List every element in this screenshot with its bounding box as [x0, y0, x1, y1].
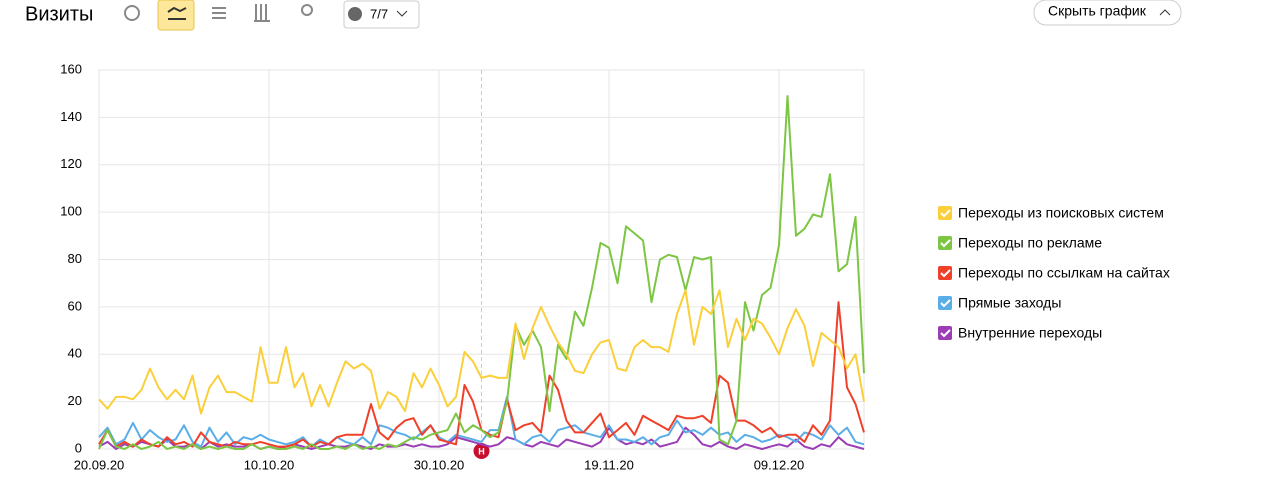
- y-tick-label: 60: [68, 298, 82, 313]
- y-tick-label: 140: [60, 109, 82, 124]
- x-tick-label: 10.10.20: [244, 457, 295, 472]
- legend-label: Внутренние переходы: [958, 325, 1102, 341]
- legend-label: Переходы по ссылкам на сайтах: [958, 265, 1170, 281]
- legend-item[interactable]: Прямые заходы: [938, 295, 1061, 311]
- legend-checkbox: [938, 236, 952, 250]
- line-icon-active[interactable]: [157, 0, 195, 31]
- legend-check: [940, 209, 951, 218]
- series-line: [98, 426, 865, 450]
- y-tick-label: 160: [60, 61, 82, 76]
- y-tick-label: 0: [75, 440, 82, 455]
- filter-label: 7/7: [370, 6, 388, 21]
- annotation-marker: [473, 443, 490, 459]
- legend-checkbox: [938, 296, 952, 310]
- legend-check: [940, 269, 951, 278]
- comment-icon: [348, 7, 362, 21]
- y-tick-label: 40: [68, 346, 82, 361]
- legend-checkbox: [938, 206, 952, 220]
- legend-check: [940, 329, 951, 338]
- chevron: [396, 10, 408, 17]
- legend-checkbox: [938, 326, 952, 340]
- series-line: [98, 95, 865, 450]
- filter-dropdown[interactable]: [343, 0, 420, 29]
- legend-label: Переходы из поисковых систем: [958, 205, 1164, 221]
- line-icon: [167, 6, 187, 20]
- legend-item[interactable]: Переходы по рекламе: [938, 235, 1102, 251]
- title: Визиты: [25, 3, 93, 25]
- pie-icon[interactable]: [124, 5, 140, 21]
- y-tick-label: 20: [68, 393, 82, 408]
- x-tick-label: 20.09.20: [74, 457, 125, 472]
- hide-chart-button[interactable]: [1033, 0, 1182, 26]
- x-tick-label: 19.11.20: [584, 457, 634, 472]
- chevron-up: [1159, 9, 1171, 16]
- x-tick-label: 09.12.20: [754, 457, 805, 472]
- map-icon[interactable]: [301, 4, 313, 16]
- y-tick-label: 100: [60, 204, 82, 219]
- legend-check: [940, 299, 951, 308]
- series-line: [98, 289, 865, 415]
- bar-icon[interactable]: [254, 4, 270, 22]
- legend-label: Прямые заходы: [958, 295, 1061, 311]
- series-line: [98, 395, 865, 448]
- x-tick-label: 30.10.20: [414, 457, 465, 472]
- y-tick-label: 80: [68, 251, 82, 266]
- legend-item[interactable]: Переходы из поисковых систем: [938, 205, 1164, 221]
- legend-check: [940, 239, 951, 248]
- legend-checkbox: [938, 266, 952, 280]
- area-icon[interactable]: [212, 7, 226, 19]
- legend-item[interactable]: Переходы по ссылкам на сайтах: [938, 265, 1170, 281]
- hide-chart-label: Скрыть график: [1048, 3, 1147, 19]
- y-tick-label: 120: [60, 156, 82, 171]
- legend-label: Переходы по рекламе: [958, 235, 1102, 251]
- chart-type-icons[interactable]: [124, 0, 313, 31]
- legend-item[interactable]: Внутренние переходы: [938, 325, 1102, 341]
- annotation-label: Н: [478, 446, 485, 456]
